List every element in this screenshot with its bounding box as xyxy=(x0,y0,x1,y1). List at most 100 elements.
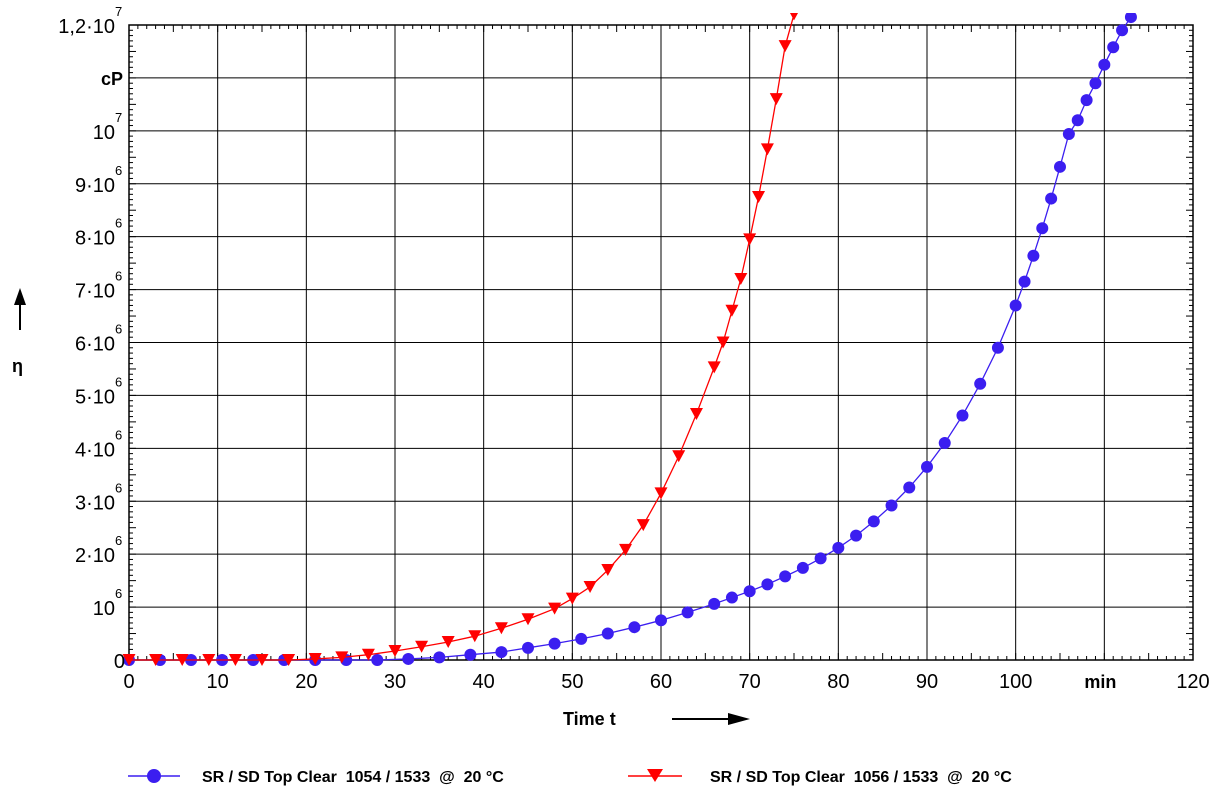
data-point xyxy=(956,409,969,422)
x-axis-title-group: Time t xyxy=(563,709,750,729)
y-tick-label: 9·10 xyxy=(75,175,115,197)
x-tick-label: 60 xyxy=(650,671,672,693)
data-point xyxy=(743,233,757,246)
legend-item-1056: SR / SD Top Clear 1056 / 1533 @ 20 °C xyxy=(628,769,1012,786)
x-tick-label: 40 xyxy=(473,671,495,693)
data-point xyxy=(850,529,863,542)
data-point xyxy=(1054,160,1066,173)
data-point xyxy=(814,552,827,565)
data-point xyxy=(548,602,562,615)
data-point xyxy=(441,636,455,649)
data-point xyxy=(575,632,588,645)
data-point xyxy=(752,190,766,203)
data-point xyxy=(761,578,774,591)
y-tick-exponent: 7 xyxy=(115,4,122,19)
data-point xyxy=(548,637,561,650)
data-point xyxy=(1027,249,1040,262)
x-tick-label: 50 xyxy=(561,671,583,693)
legend-item-1054: SR / SD Top Clear 1054 / 1533 @ 20 °C xyxy=(128,769,504,786)
x-tick-label: 120 xyxy=(1176,671,1209,693)
y-tick-exponent: 6 xyxy=(115,163,122,178)
data-point xyxy=(1009,299,1022,312)
series-line xyxy=(129,16,1132,661)
data-point xyxy=(494,622,508,635)
y-tick-label: 2·10 xyxy=(75,545,115,567)
data-point xyxy=(468,630,482,643)
chart-series xyxy=(122,13,1137,666)
data-point xyxy=(1107,41,1120,54)
data-point xyxy=(521,613,535,626)
data-point xyxy=(371,654,384,666)
legend-circle-marker-icon xyxy=(147,769,161,783)
series-1 xyxy=(123,13,1137,666)
data-point xyxy=(335,651,349,664)
data-point xyxy=(1062,128,1075,141)
legend: SR / SD Top Clear 1054 / 1533 @ 20 °C SR… xyxy=(128,769,1012,786)
data-point xyxy=(707,361,721,374)
data-point xyxy=(760,143,774,156)
y-axis-arrow-icon xyxy=(14,288,26,305)
data-point xyxy=(1071,114,1084,127)
y-tick-exponent: 6 xyxy=(115,269,122,284)
data-point xyxy=(655,614,667,627)
chart-grid xyxy=(128,24,1194,661)
data-point xyxy=(149,654,163,666)
y-tick-label: 10 xyxy=(93,122,115,144)
y-tick-exponent: 6 xyxy=(115,586,122,601)
x-tick-label: 20 xyxy=(295,671,317,693)
x-tick-label: 30 xyxy=(384,671,406,693)
data-point xyxy=(1045,192,1058,205)
y-tick-exponent: 6 xyxy=(115,322,122,337)
data-point xyxy=(1036,222,1049,235)
y-tick-label: 4·10 xyxy=(75,439,115,461)
data-point xyxy=(464,648,477,661)
data-point xyxy=(175,654,189,666)
data-point xyxy=(1089,77,1102,90)
y-tick-label: 1,2·10 xyxy=(58,16,115,38)
data-point xyxy=(415,640,429,653)
data-point xyxy=(769,93,783,106)
y-tick-label: 0 xyxy=(114,651,125,673)
data-point xyxy=(433,651,446,664)
data-point xyxy=(122,654,136,666)
data-point xyxy=(202,654,216,666)
y-tick-exponent: 7 xyxy=(115,110,122,125)
y-axis-unit-label: cP xyxy=(101,69,123,89)
data-point xyxy=(921,460,933,473)
y-tick-label: 5·10 xyxy=(75,386,115,408)
data-point xyxy=(255,654,269,666)
data-point xyxy=(308,652,322,665)
x-tick-label: 90 xyxy=(916,671,938,693)
x-axis-title: Time t xyxy=(563,709,616,729)
data-point xyxy=(725,304,739,317)
y-tick-exponent: 6 xyxy=(115,480,122,495)
data-point xyxy=(789,13,799,21)
legend-triangle-marker-icon xyxy=(647,769,663,782)
data-point xyxy=(654,487,668,500)
data-point xyxy=(628,621,641,634)
x-axis-unit-label: min xyxy=(1084,672,1116,692)
series-2 xyxy=(122,13,799,666)
legend-label-1054: SR / SD Top Clear 1054 / 1533 @ 20 °C xyxy=(202,769,504,786)
data-point xyxy=(689,407,703,420)
data-point xyxy=(1098,58,1111,71)
x-tick-label: 100 xyxy=(999,671,1032,693)
data-point xyxy=(991,341,1004,354)
y-tick-label: 6·10 xyxy=(75,334,115,356)
data-point xyxy=(565,592,579,605)
data-point xyxy=(974,377,987,390)
data-point xyxy=(743,585,756,598)
data-point xyxy=(796,561,809,574)
data-point xyxy=(282,654,296,666)
data-point xyxy=(1018,275,1031,288)
x-tick-label: 70 xyxy=(739,671,761,693)
y-tick-label: 7·10 xyxy=(75,281,115,303)
y-tick-exponent: 6 xyxy=(115,533,122,548)
series-line xyxy=(129,14,795,661)
data-point xyxy=(361,648,375,661)
data-point xyxy=(778,40,792,53)
data-point xyxy=(522,641,534,654)
data-point xyxy=(903,481,916,494)
y-tick-label: 3·10 xyxy=(75,492,115,514)
